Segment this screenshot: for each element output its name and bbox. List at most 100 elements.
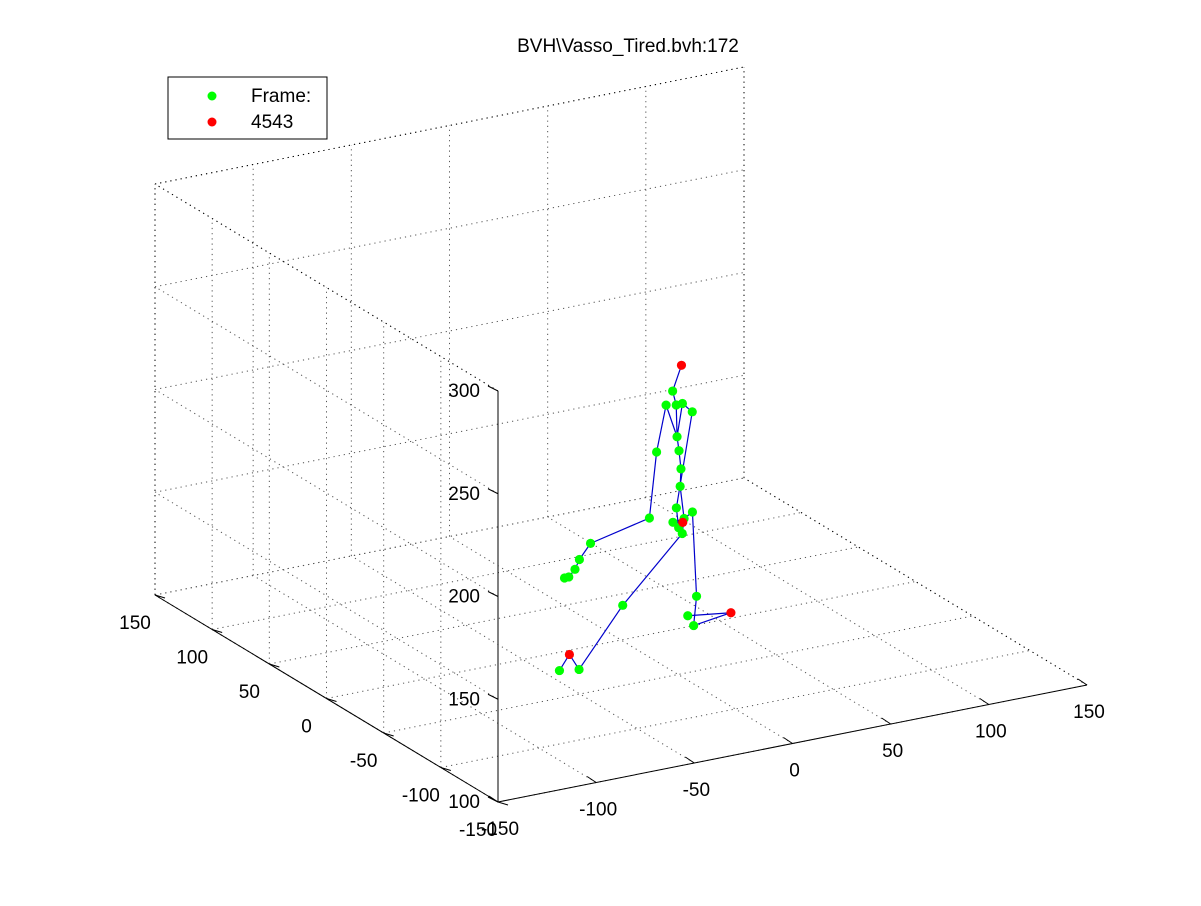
axis-layer [154, 66, 1088, 806]
bone-chest2-r_collar [676, 403, 684, 437]
x-tick-mark [979, 698, 990, 705]
y-tick-label: 100 [176, 648, 208, 669]
tick-label-layer: 100150200250300-150-100-50050100150-150-… [119, 381, 1105, 841]
joint-point-spine2 [676, 464, 686, 474]
x-tick-mark [586, 776, 597, 783]
bone-l_shoulder-l_elbow [648, 451, 658, 519]
y-tick-label: 50 [239, 682, 260, 703]
grid-line-floor-x [252, 575, 597, 783]
z-tick-mark [487, 693, 499, 700]
grid-line-floor-x [645, 497, 990, 705]
joint-point-r_toe [683, 611, 693, 621]
bone-r_foot_end-r_toe [687, 612, 731, 617]
x-tick-label: 150 [1073, 702, 1105, 723]
grid-line-wall-yz [154, 286, 499, 495]
z-tick-mark [487, 385, 499, 392]
chart-title: BVH\Vasso_Tired.bvh:172 [517, 36, 739, 57]
bone-chest2-l_collar [665, 404, 678, 437]
legend-box [167, 76, 328, 140]
x-tick-mark [783, 737, 793, 744]
x-tick-mark [1077, 678, 1088, 686]
legend: Frame: 4543 [167, 76, 328, 140]
joint-point-l_ankle [574, 664, 584, 675]
joint-point-r_elbow [671, 503, 681, 513]
frame-edge [154, 183, 499, 392]
legend-marker-green [207, 91, 217, 101]
legend-entry-frame: Frame: [207, 86, 311, 107]
grid-line-wall-yz [154, 491, 499, 700]
skeleton-points [554, 360, 736, 676]
frame-edge [743, 477, 1088, 686]
legend-label: 4543 [251, 112, 293, 133]
joint-point-r_hip [687, 507, 698, 517]
y-tick-mark [212, 629, 223, 633]
x-tick-mark [881, 717, 891, 725]
grid-line-floor-x [547, 516, 891, 725]
bone-r_hip-r_knee [691, 511, 698, 597]
joint-point-spine1 [675, 481, 685, 491]
z-tick-label: 150 [448, 689, 480, 710]
y-tick-label: -50 [350, 751, 377, 772]
y-tick-mark [383, 732, 394, 737]
bone-chest2-neck [675, 404, 678, 437]
joint-point-l_hand4 [559, 573, 570, 583]
joint-point-l_elbow [644, 513, 655, 523]
joint-point-r_knee [691, 591, 702, 601]
joint-point-l_hand2 [570, 564, 580, 574]
y-tick-mark [154, 594, 166, 599]
y-tick-label: 0 [301, 717, 312, 738]
z-tick-label: 100 [448, 792, 480, 813]
y-tick-mark [269, 663, 280, 668]
joint-point-chest2 [672, 432, 682, 442]
bone-l_collar-l_shoulder [656, 405, 667, 453]
joint-point-head [668, 386, 678, 396]
joint-point-l_shoulder [651, 447, 662, 457]
joint-point-l_toe [554, 665, 565, 676]
grid-line-wall-yz [154, 389, 499, 597]
joint-point-r_collar [677, 398, 688, 409]
joint-point-l_hand1 [574, 554, 585, 565]
end-site-point-r_foot_end [726, 608, 736, 618]
joint-point-chest [674, 446, 684, 456]
grid-line-floor-x [351, 555, 695, 764]
bone-hip-spine1 [679, 486, 685, 519]
y-tick-mark [440, 767, 451, 771]
joint-point-l_hip [677, 528, 687, 539]
bone-l_knee-l_ankle [578, 604, 624, 670]
x-tick-mark [685, 756, 695, 764]
x-tick-label: 0 [789, 761, 800, 782]
y-tick-label: -100 [402, 786, 440, 807]
z-tick-label: 200 [448, 587, 480, 608]
legend-entry-number: 4543 [207, 112, 293, 133]
x-tick-label: -50 [683, 780, 710, 801]
end-site-point-head_end [676, 360, 687, 370]
x-tick-label: -150 [481, 819, 519, 840]
bone-l_elbow-l_wrist [590, 517, 650, 544]
end-site-point-r_hand_end [678, 517, 688, 528]
joint-point-l_wrist [585, 538, 596, 548]
joint-point-hip2 [668, 517, 678, 527]
y-tick-mark [326, 698, 337, 702]
z-tick-label: 300 [448, 381, 480, 402]
bone-r_shoulder-r_elbow [675, 411, 693, 509]
z-tick-mark [487, 591, 499, 597]
x-tick-label: -100 [579, 800, 617, 821]
joint-point-r_shoulder [687, 407, 697, 417]
x-tick-label: 50 [882, 741, 903, 762]
y-tick-mark [497, 801, 509, 806]
end-site-point-l_foot_end [564, 649, 575, 660]
x-tick-mark [488, 795, 499, 803]
y-tick-label: 150 [119, 613, 151, 634]
joint-point-r_ankle [689, 620, 699, 631]
z-tick-label: 250 [448, 484, 480, 505]
bone-r_ankle-r_foot_end [693, 612, 732, 627]
joint-point-l_knee [618, 600, 628, 610]
y-tick-label: -150 [459, 820, 497, 841]
grid-line-floor-x [449, 536, 793, 744]
bone-l_hip-l_knee [622, 533, 683, 606]
x-tick-label: 100 [975, 722, 1007, 743]
joint-point-l_collar [661, 400, 671, 410]
z-tick-mark [487, 488, 499, 495]
